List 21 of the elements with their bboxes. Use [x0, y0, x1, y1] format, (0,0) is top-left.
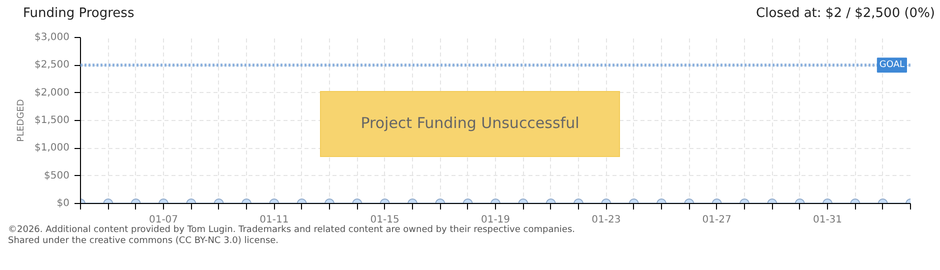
x-tick-label: 01-15: [370, 214, 400, 226]
x-tick-label: 01-11: [260, 214, 289, 226]
x-tick-label: 01-19: [480, 214, 510, 226]
x-tick-label: 01-27: [702, 214, 732, 226]
picture-notice: Project Funding Unsuccessful: [320, 90, 620, 157]
x-tick-label: 01-31: [812, 214, 842, 226]
x-tick-label: 01-23: [592, 214, 621, 226]
chart-subtitle: Closed at: $2 / $2,500 (0%): [756, 5, 935, 23]
y-tick-label: $500: [44, 170, 70, 181]
y-tick-label: $3,000: [34, 32, 70, 43]
y-tick-label: $2,500: [34, 59, 70, 70]
y-tick-label: $1,500: [34, 114, 70, 126]
ref-line-label: GOAL: [879, 60, 905, 70]
text: ©2026. Additional content provided by Tom Lugin. Trademarks and related content are owned by their respective companies.: [8, 224, 575, 235]
y-axis-title: PLEDGED: [16, 98, 27, 142]
x-tick-label: 01-07: [148, 214, 178, 226]
y-tick-label: $1,000: [34, 142, 70, 154]
y-tick-label: $2,000: [34, 86, 70, 98]
chart-title: Funding Progress: [23, 5, 134, 23]
y-tick-label: $0: [56, 198, 70, 209]
text: Shared under the creative commons (CC BY-NC 3.0) license.: [8, 236, 279, 246]
